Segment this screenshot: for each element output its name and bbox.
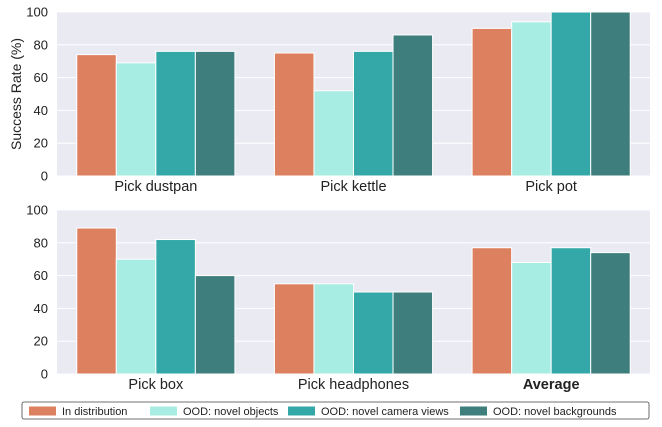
x-category-label: Pick box — [128, 377, 184, 393]
x-category-label: Pick dustpan — [114, 179, 197, 195]
y-axis-label: Success Rate (%) — [8, 38, 24, 150]
bar-pick-dustpan-series-4 — [194, 50, 236, 177]
y-tick-label: 60 — [34, 70, 48, 85]
bar-pick-kettle-series-1 — [273, 52, 315, 177]
bar-pick-kettle-series-4 — [392, 34, 434, 177]
bar-pick-pot-series-2 — [511, 21, 552, 177]
x-category-label: Pick kettle — [320, 179, 386, 195]
y-tick-label: 100 — [26, 203, 48, 218]
bar-pick-headphones-series-3 — [353, 291, 394, 375]
y-tick-label: 60 — [34, 268, 48, 283]
legend-swatch — [460, 406, 487, 416]
legend-label: OOD: novel backgrounds — [493, 406, 617, 418]
legend-item: OOD: novel camera views — [288, 406, 449, 418]
bar-pick-pot-series-3 — [550, 11, 592, 177]
y-tick-label: 80 — [34, 235, 48, 250]
bar-average-series-3 — [550, 247, 592, 375]
y-tick-label: 0 — [41, 367, 48, 382]
x-category-label: Average — [523, 377, 580, 393]
x-category-label: Pick pot — [525, 179, 577, 195]
legend-item: In distribution — [29, 406, 127, 418]
bar-pick-box-series-1 — [76, 227, 117, 375]
y-tick-label: 40 — [34, 103, 48, 118]
panel-bottom: 0 20 40 60 80 100 Pick box Pick headphones Avera… — [26, 203, 650, 393]
bar-pick-kettle-series-3 — [353, 50, 394, 177]
bar-average-series-1 — [471, 247, 513, 375]
legend: In distribution OOD: novel objects OOD: no… — [21, 401, 650, 420]
bar-average-series-2 — [511, 261, 552, 375]
x-category-label: Pick headphones — [298, 377, 409, 393]
y-tick-label: 40 — [34, 301, 48, 316]
bar-pick-box-series-4 — [194, 275, 236, 375]
legend-swatch — [150, 406, 177, 416]
bar-pick-headphones-series-2 — [313, 283, 355, 375]
bar-pick-headphones-series-4 — [392, 291, 434, 375]
bar-pick-pot-series-4 — [590, 11, 631, 177]
bar-pick-box-series-3 — [155, 239, 196, 375]
y-tick-label: 20 — [34, 136, 48, 151]
legend-label: OOD: novel objects — [183, 406, 279, 418]
bar-pick-kettle-series-2 — [313, 90, 355, 177]
legend-label: In distribution — [62, 406, 127, 418]
bar-pick-pot-series-1 — [471, 27, 513, 177]
bar-average-series-4 — [590, 252, 631, 375]
y-tick-label: 100 — [26, 5, 48, 20]
bar-pick-dustpan-series-2 — [115, 62, 157, 177]
legend-item: OOD: novel objects — [150, 406, 279, 418]
panel-top: 0 20 40 60 80 100 Success Rate (%) Pick dustpan… — [8, 5, 650, 195]
legend-label: OOD: novel camera views — [321, 406, 449, 418]
y-tick-label: 20 — [34, 334, 48, 349]
legend-item: OOD: novel backgrounds — [460, 406, 617, 418]
y-tick-label: 80 — [34, 37, 48, 52]
bar-pick-dustpan-series-3 — [155, 50, 196, 177]
y-tick-label: 0 — [41, 169, 48, 184]
bar-pick-headphones-series-1 — [273, 283, 315, 375]
bar-pick-dustpan-series-1 — [76, 54, 117, 177]
legend-frame — [21, 401, 650, 420]
legend-swatch — [288, 406, 315, 416]
chart-panels: 0 20 40 60 80 100 Success Rate (%) Pick dustpan… — [8, 5, 650, 393]
bar-pick-box-series-2 — [115, 258, 157, 375]
legend-swatch — [29, 406, 56, 416]
